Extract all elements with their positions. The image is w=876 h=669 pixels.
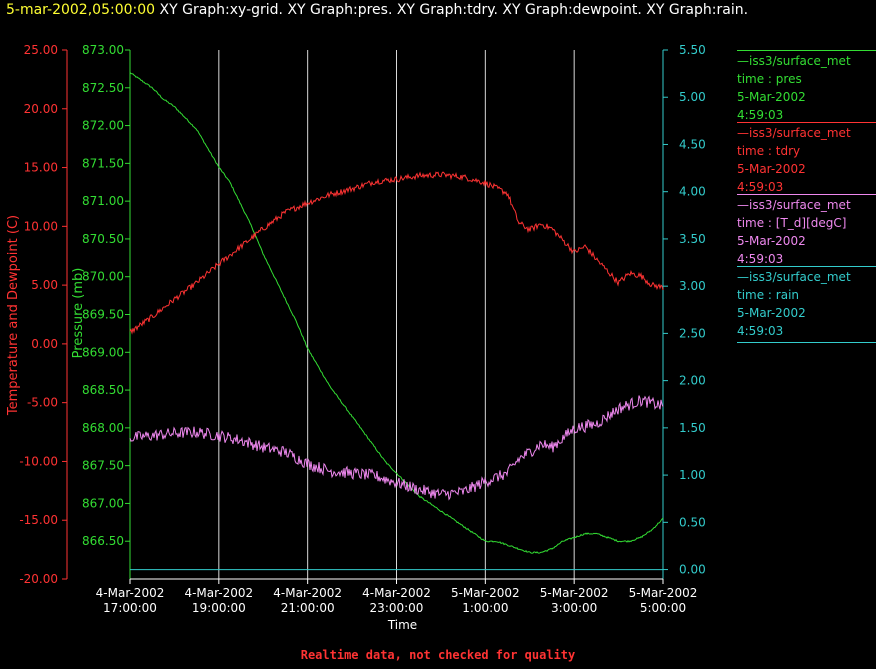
temp-tick-label: 25.00 — [24, 43, 58, 57]
x-axis-label: Time — [387, 618, 417, 632]
series-line-tdry — [129, 171, 664, 335]
x-tick-time: 1:00:00 — [462, 601, 508, 615]
pres-tick-label: 868.50 — [82, 383, 124, 397]
pres-tick-label: 869.00 — [82, 345, 124, 359]
rain-tick-label: 0.50 — [679, 515, 706, 529]
temp-tick-label: 15.00 — [24, 161, 58, 175]
legend-entry-tdry: —iss3/surface_met time : tdry 5-Mar-2002… — [737, 122, 876, 196]
legend-entry-rain: —iss3/surface_met time : rain 5-Mar-2002… — [737, 266, 876, 344]
rain-tick-label: 3.00 — [679, 279, 706, 293]
legend-separator — [737, 342, 876, 343]
legend-date: 5-Mar-2002 — [737, 162, 806, 176]
legend-time: 4:59:03 — [737, 252, 784, 266]
x-tick-time: 17:00:00 — [103, 601, 157, 615]
rain-tick-label: 2.50 — [679, 326, 706, 340]
legend-title: —iss3/surface_met — [737, 126, 851, 140]
series-line-pres — [129, 72, 664, 554]
title-text: XY Graph:xy-grid. XY Graph:pres. XY Grap… — [159, 2, 749, 18]
temp-tick-label: 0.00 — [31, 337, 58, 351]
x-tick-date: 4-Mar-2002 — [184, 586, 253, 600]
x-tick-time: 23:00:00 — [370, 601, 424, 615]
pres-tick-label: 872.50 — [82, 81, 124, 95]
pres-tick-label: 871.50 — [82, 156, 124, 170]
x-tick-date: 5-Mar-2002 — [540, 586, 609, 600]
temp-tick-label: 20.00 — [24, 102, 58, 116]
legend-field: time : tdry — [737, 144, 801, 158]
chart-title: 5-mar-2002,05:00:00 XY Graph:xy-grid. XY… — [6, 2, 748, 18]
legend-time: 4:59:03 — [737, 180, 784, 194]
legend-date: 5-Mar-2002 — [737, 90, 806, 104]
temp-tick-label: -10.00 — [19, 454, 58, 468]
temp-tick-label: -5.00 — [27, 396, 58, 410]
x-tick-time: 19:00:00 — [192, 601, 246, 615]
x-tick-date: 4-Mar-2002 — [362, 586, 431, 600]
legend-entry-pres: —iss3/surface_met time : pres 5-Mar-2002… — [737, 50, 876, 124]
legend-title: —iss3/surface_met — [737, 198, 851, 212]
x-tick-date: 4-Mar-2002 — [96, 586, 165, 600]
pres-tick-label: 873.00 — [82, 43, 124, 57]
legend-date: 5-Mar-2002 — [737, 234, 806, 248]
rain-tick-label: 1.00 — [679, 468, 706, 482]
pres-tick-label: 869.50 — [82, 308, 124, 322]
pres-tick-label: 870.50 — [82, 232, 124, 246]
legend-field: time : [T_d][degC] — [737, 216, 847, 230]
legend-separator — [737, 266, 876, 267]
legend-separator — [737, 194, 876, 195]
pres-tick-label: 871.00 — [82, 194, 124, 208]
x-tick-date: 4-Mar-2002 — [273, 586, 342, 600]
x-tick-time: 3:00:00 — [551, 601, 597, 615]
x-tick-time: 5:00:00 — [640, 601, 686, 615]
rain-tick-label: 4.50 — [679, 137, 706, 151]
temp-axis-label: Temperature and Dewpoint (C) — [6, 215, 21, 416]
legend-date: 5-Mar-2002 — [737, 306, 806, 320]
rain-tick-label: 4.00 — [679, 185, 706, 199]
x-tick-date: 5-Mar-2002 — [629, 586, 698, 600]
temp-tick-label: -15.00 — [19, 513, 58, 527]
rain-tick-label: 3.50 — [679, 232, 706, 246]
legend-field: time : pres — [737, 72, 802, 86]
x-tick-date: 5-Mar-2002 — [451, 586, 520, 600]
legend-separator — [737, 50, 876, 51]
temp-tick-label: -20.00 — [19, 572, 58, 586]
rain-tick-label: 5.00 — [679, 90, 706, 104]
pres-axis-label: Pressure (mb) — [71, 268, 86, 359]
pres-tick-label: 868.00 — [82, 421, 124, 435]
legend-time: 4:59:03 — [737, 324, 784, 338]
pres-tick-label: 867.00 — [82, 496, 124, 510]
legend-title: —iss3/surface_met — [737, 270, 851, 284]
legend-separator — [737, 122, 876, 123]
rain-tick-label: 2.00 — [679, 374, 706, 388]
legend-field: time : rain — [737, 288, 800, 302]
legend-time: 4:59:03 — [737, 108, 784, 122]
temp-tick-label: 5.00 — [31, 278, 58, 292]
pres-tick-label: 866.50 — [82, 534, 124, 548]
rain-tick-label: 1.50 — [679, 421, 706, 435]
rain-tick-label: 0.00 — [679, 563, 706, 577]
pres-tick-label: 870.00 — [82, 270, 124, 284]
series-line-dewpoint — [129, 395, 664, 501]
legend-title: —iss3/surface_met — [737, 54, 851, 68]
rain-tick-label: 5.50 — [679, 43, 706, 57]
legend-entry-dewpoint: —iss3/surface_met time : [T_d][degC] 5-M… — [737, 194, 876, 268]
title-date: 5-mar-2002,05:00:00 — [6, 2, 156, 18]
quality-note: Realtime data, not checked for quality — [300, 648, 576, 662]
pres-tick-label: 872.00 — [82, 119, 124, 133]
pres-tick-label: 867.50 — [82, 459, 124, 473]
x-tick-time: 21:00:00 — [281, 601, 335, 615]
temp-tick-label: 10.00 — [24, 219, 58, 233]
